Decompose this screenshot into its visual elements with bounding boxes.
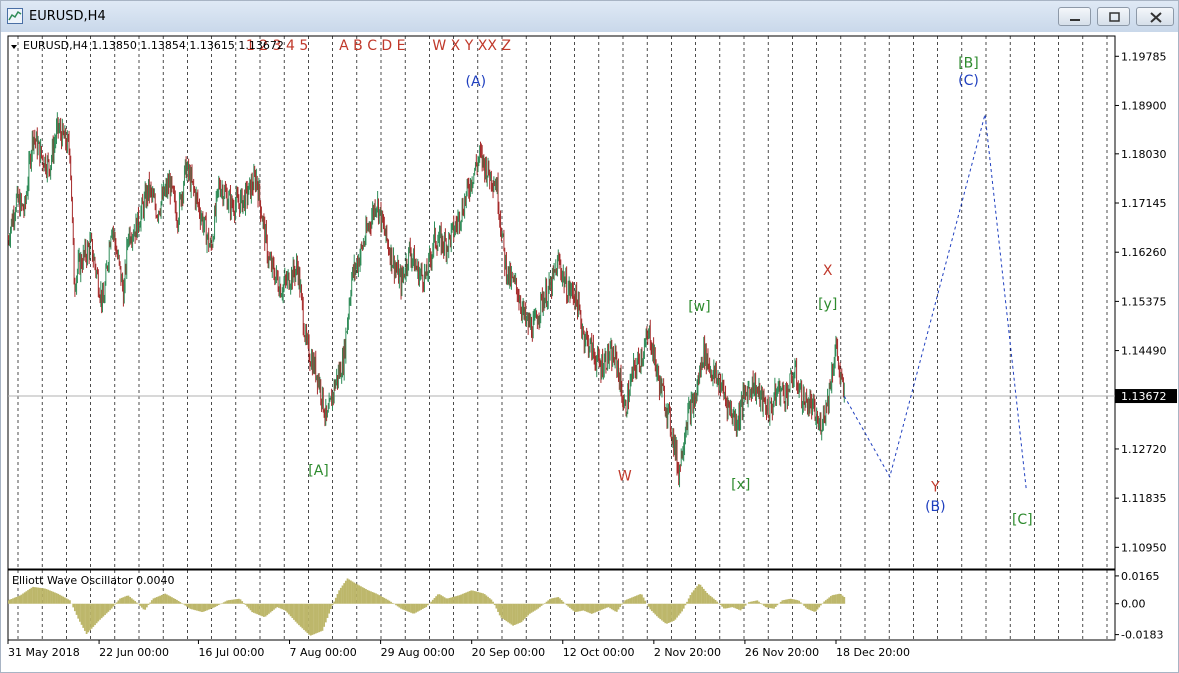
x-tick-label: 31 May 2018 [8, 646, 80, 659]
time-axis[interactable]: 31 May 2018 22 Jun 00:00 16 Jul 00:00 7 Aug… [7, 640, 910, 659]
y-tick-label: 1.10950 [1121, 541, 1167, 554]
oscillator-pane-frame [7, 569, 1116, 641]
info-line: EURUSD,H4 1.13850 1.13854 1.13615 1.1367… [23, 39, 284, 52]
restore-icon [1109, 12, 1120, 22]
wave-label: [C] [1012, 512, 1033, 528]
wave-label: X [823, 263, 833, 279]
wave-label: [x] [731, 477, 750, 493]
oscillator-histogram [8, 578, 846, 636]
osc-tick-label: -0.0183 [1121, 629, 1163, 642]
top-labels: 1 2 3 4 5 A B C D E W X Y XX Z [246, 38, 511, 54]
x-tick-label: 16 Jul 00:00 [198, 646, 264, 659]
wave-labels: (A) [A] W [w] [x] X [y] Y (B) [B](C) [C] [308, 56, 1032, 528]
wave-sequence-label: A B C D E [339, 38, 405, 54]
x-tick-label: 29 Aug 00:00 [381, 646, 455, 659]
main-pane-frame [7, 35, 1116, 570]
wave-label: (B) [925, 499, 946, 515]
y-tick-label: 1.16260 [1121, 246, 1167, 259]
y-tick-label: 1.19785 [1121, 50, 1167, 63]
minimize-button[interactable] [1058, 7, 1091, 26]
wave-label: W [618, 469, 632, 485]
x-tick-label: 20 Sep 00:00 [472, 646, 545, 659]
wave-label: (A) [466, 74, 487, 90]
price-axis[interactable]: 1.19785 1.18900 1.18030 1.17145 1.16260 1.153… [1115, 50, 1167, 554]
close-icon [1150, 12, 1162, 23]
chart-window-icon [7, 8, 23, 24]
chart-area[interactable]: (A) [A] W [w] [x] X [y] Y (B) [B](C) [C] 1 2 3 4 5… [1, 32, 1178, 672]
wave-label: (C) [958, 73, 979, 89]
y-tick-label: 1.12720 [1121, 443, 1167, 456]
y-tick-label: 1.18900 [1121, 99, 1167, 112]
oscillator-title: Elliott Wave Oscillator 0.0040 [12, 574, 175, 587]
wave-sequence-label: W X Y XX Z [432, 38, 511, 54]
window-title: EURUSD,H4 [29, 9, 106, 24]
close-button[interactable] [1136, 7, 1174, 26]
y-tick-label: 1.11835 [1121, 492, 1167, 505]
wave-label: [y] [818, 296, 837, 312]
x-tick-label: 18 Dec 20:00 [836, 646, 910, 659]
y-tick-label: 1.14490 [1121, 345, 1167, 358]
projection-path [843, 114, 1027, 491]
x-tick-label: 22 Jun 00:00 [99, 646, 169, 659]
x-tick-label: 26 Nov 20:00 [745, 646, 819, 659]
osc-tick-label: 0.0165 [1121, 570, 1160, 583]
current-price-label: 1.13672 [1121, 390, 1167, 403]
restore-button[interactable] [1097, 7, 1130, 26]
minimize-icon [1070, 19, 1080, 21]
wave-sequence-label: 1 2 3 4 5 [246, 38, 308, 54]
x-tick-label: 2 Nov 20:00 [654, 646, 721, 659]
x-tick-label: 7 Aug 00:00 [290, 646, 357, 659]
x-tick-label: 12 Oct 00:00 [563, 646, 635, 659]
y-tick-label: 1.15375 [1121, 295, 1167, 308]
wave-label: [B] [958, 56, 979, 72]
y-tick-label: 1.17145 [1121, 197, 1167, 210]
title-bar[interactable]: EURUSD,H4 [1, 1, 1178, 33]
oscillator-axis: 0.0165 0.00 -0.0183 [1115, 570, 1163, 642]
wave-label: [A] [308, 463, 329, 479]
osc-tick-label: 0.00 [1121, 598, 1146, 611]
wave-label: Y [930, 480, 940, 496]
y-tick-label: 1.18030 [1121, 148, 1167, 161]
price-candles [8, 112, 845, 488]
info-arrow-icon [11, 45, 17, 49]
wave-label: [w] [688, 299, 710, 315]
current-price-marker: 1.13672 [1115, 389, 1177, 404]
